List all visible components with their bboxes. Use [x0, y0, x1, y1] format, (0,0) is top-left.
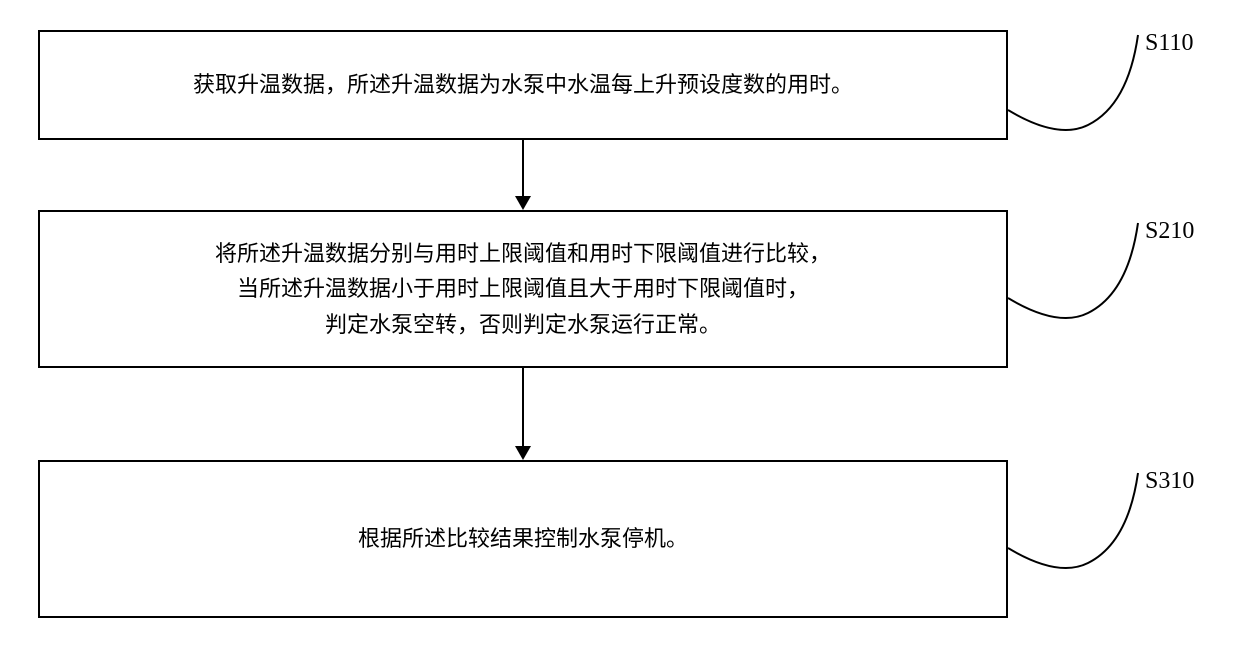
step-label-s110: S110 [1145, 30, 1193, 57]
flowchart-node-s110: 获取升温数据，所述升温数据为水泵中水温每上升预设度数的用时。 [38, 30, 1008, 140]
node-text-s110: 获取升温数据，所述升温数据为水泵中水温每上升预设度数的用时。 [193, 67, 853, 102]
node-text-s210: 将所述升温数据分别与用时上限阈值和用时下限阈值进行比较， 当所述升温数据小于用时… [215, 236, 831, 342]
node-text-s310: 根据所述比较结果控制水泵停机。 [358, 521, 688, 556]
step-label-s310: S310 [1145, 468, 1194, 495]
connector-curve-s110 [1008, 30, 1148, 140]
flowchart-container: 获取升温数据，所述升温数据为水泵中水温每上升预设度数的用时。 将所述升温数据分别… [0, 0, 1240, 668]
connector-curve-s310 [1008, 468, 1148, 578]
flowchart-node-s210: 将所述升温数据分别与用时上限阈值和用时下限阈值进行比较， 当所述升温数据小于用时… [38, 210, 1008, 368]
connector-curve-s210 [1008, 218, 1148, 328]
flowchart-node-s310: 根据所述比较结果控制水泵停机。 [38, 460, 1008, 618]
step-label-s210: S210 [1145, 218, 1194, 245]
